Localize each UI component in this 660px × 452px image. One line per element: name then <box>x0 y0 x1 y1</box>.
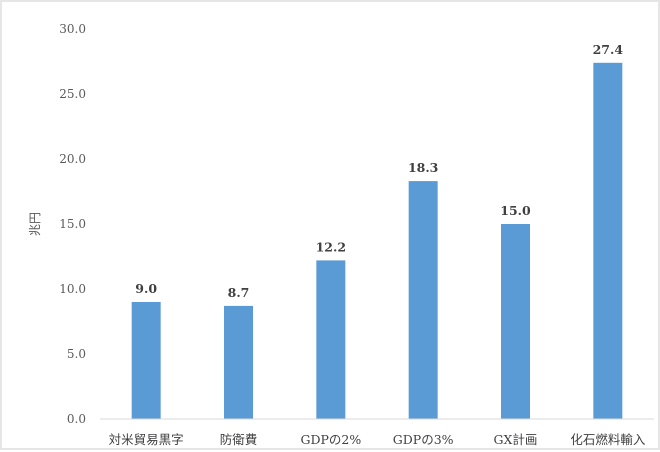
y-tick-label: 15.0 <box>59 217 86 231</box>
y-tick-label: 25.0 <box>59 87 86 101</box>
bar <box>501 224 530 419</box>
data-label: 12.2 <box>316 239 346 254</box>
x-category-label: 防衛費 <box>220 432 258 447</box>
y-tick-label: 20.0 <box>59 152 86 166</box>
y-tick-label: 5.0 <box>67 347 86 361</box>
x-category-label: 対米貿易黒字 <box>109 432 184 447</box>
bar <box>316 260 346 419</box>
x-category-label: 化石燃料輸入 <box>570 432 646 447</box>
x-category-label: GDPの3% <box>393 432 454 447</box>
data-label: 18.3 <box>408 160 438 175</box>
y-tick-label: 10.0 <box>59 282 86 296</box>
y-axis-label: 兆円 <box>28 212 42 236</box>
bar <box>224 305 253 419</box>
data-label: 8.7 <box>228 285 250 300</box>
bar <box>593 62 623 420</box>
x-category-label: GDPの2% <box>300 432 361 447</box>
x-category-label: GX計画 <box>494 432 538 447</box>
data-label: 9.0 <box>135 281 157 296</box>
bar <box>131 302 161 419</box>
data-label: 27.4 <box>593 42 624 57</box>
y-tick-label: 30.0 <box>59 22 86 36</box>
y-tick-label: 0.0 <box>67 412 86 426</box>
bar <box>408 181 438 419</box>
data-label: 15.0 <box>500 203 531 218</box>
